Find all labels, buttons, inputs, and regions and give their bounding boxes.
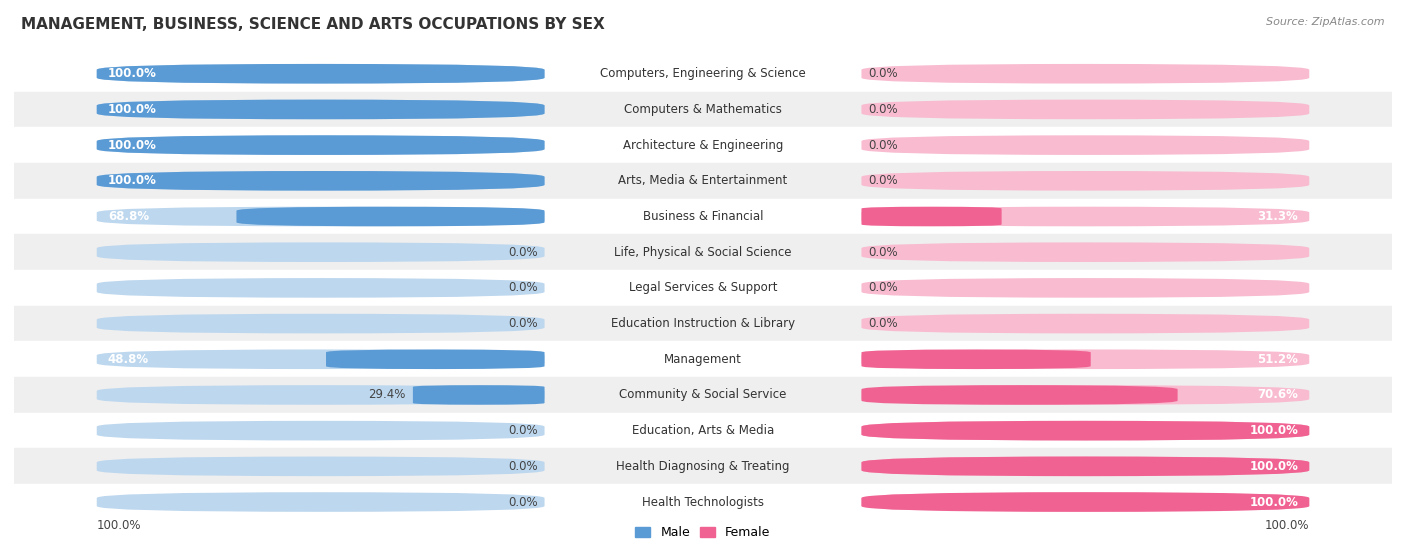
- Text: 100.0%: 100.0%: [108, 139, 156, 151]
- FancyBboxPatch shape: [97, 492, 544, 512]
- FancyBboxPatch shape: [862, 278, 1309, 298]
- FancyBboxPatch shape: [97, 243, 544, 262]
- Bar: [14, 448, 1392, 484]
- FancyBboxPatch shape: [862, 314, 1309, 333]
- Text: 0.0%: 0.0%: [508, 281, 537, 295]
- Text: 68.8%: 68.8%: [108, 210, 149, 223]
- FancyBboxPatch shape: [862, 457, 1309, 476]
- Text: Health Technologists: Health Technologists: [643, 495, 763, 509]
- Bar: [14, 377, 1392, 413]
- FancyBboxPatch shape: [862, 171, 1309, 191]
- FancyBboxPatch shape: [862, 349, 1091, 369]
- Text: 0.0%: 0.0%: [869, 67, 898, 80]
- Bar: [14, 413, 1392, 448]
- Text: 100.0%: 100.0%: [1265, 519, 1309, 532]
- FancyBboxPatch shape: [97, 100, 544, 119]
- Legend: Male, Female: Male, Female: [636, 526, 770, 539]
- Text: 100.0%: 100.0%: [108, 174, 156, 187]
- FancyBboxPatch shape: [862, 492, 1309, 512]
- Text: 31.3%: 31.3%: [1257, 210, 1298, 223]
- Text: 0.0%: 0.0%: [869, 317, 898, 330]
- FancyBboxPatch shape: [97, 349, 544, 369]
- FancyBboxPatch shape: [97, 64, 544, 83]
- FancyBboxPatch shape: [97, 64, 544, 83]
- FancyBboxPatch shape: [97, 171, 544, 191]
- Text: Business & Financial: Business & Financial: [643, 210, 763, 223]
- Text: 0.0%: 0.0%: [869, 174, 898, 187]
- Bar: [14, 198, 1392, 234]
- FancyBboxPatch shape: [97, 207, 544, 226]
- Bar: [14, 163, 1392, 198]
- FancyBboxPatch shape: [326, 349, 544, 369]
- Text: 100.0%: 100.0%: [108, 67, 156, 80]
- FancyBboxPatch shape: [862, 421, 1309, 440]
- Bar: [14, 306, 1392, 342]
- FancyBboxPatch shape: [97, 100, 544, 119]
- FancyBboxPatch shape: [862, 385, 1309, 405]
- Text: 0.0%: 0.0%: [508, 317, 537, 330]
- FancyBboxPatch shape: [862, 100, 1309, 119]
- Bar: [14, 270, 1392, 306]
- Text: Legal Services & Support: Legal Services & Support: [628, 281, 778, 295]
- FancyBboxPatch shape: [236, 207, 544, 226]
- Text: Management: Management: [664, 353, 742, 366]
- Text: 0.0%: 0.0%: [869, 246, 898, 259]
- Bar: [14, 484, 1392, 520]
- FancyBboxPatch shape: [862, 492, 1309, 512]
- FancyBboxPatch shape: [862, 349, 1309, 369]
- FancyBboxPatch shape: [862, 421, 1309, 440]
- Text: Computers & Mathematics: Computers & Mathematics: [624, 103, 782, 116]
- FancyBboxPatch shape: [862, 457, 1309, 476]
- Text: Arts, Media & Entertainment: Arts, Media & Entertainment: [619, 174, 787, 187]
- Text: Education Instruction & Library: Education Instruction & Library: [612, 317, 794, 330]
- FancyBboxPatch shape: [97, 171, 544, 191]
- Text: Life, Physical & Social Science: Life, Physical & Social Science: [614, 246, 792, 259]
- Text: 0.0%: 0.0%: [508, 460, 537, 473]
- Text: 0.0%: 0.0%: [508, 246, 537, 259]
- Text: 0.0%: 0.0%: [508, 424, 537, 437]
- Bar: [14, 56, 1392, 92]
- Text: Community & Social Service: Community & Social Service: [619, 389, 787, 401]
- Bar: [14, 127, 1392, 163]
- FancyBboxPatch shape: [97, 421, 544, 440]
- FancyBboxPatch shape: [862, 64, 1309, 83]
- FancyBboxPatch shape: [862, 207, 1309, 226]
- FancyBboxPatch shape: [97, 457, 544, 476]
- Bar: [14, 234, 1392, 270]
- Text: 0.0%: 0.0%: [869, 139, 898, 151]
- FancyBboxPatch shape: [97, 135, 544, 155]
- Bar: [14, 342, 1392, 377]
- FancyBboxPatch shape: [862, 385, 1178, 405]
- FancyBboxPatch shape: [97, 385, 544, 405]
- FancyBboxPatch shape: [862, 207, 1001, 226]
- Text: Education, Arts & Media: Education, Arts & Media: [631, 424, 775, 437]
- FancyBboxPatch shape: [97, 135, 544, 155]
- Text: MANAGEMENT, BUSINESS, SCIENCE AND ARTS OCCUPATIONS BY SEX: MANAGEMENT, BUSINESS, SCIENCE AND ARTS O…: [21, 17, 605, 32]
- Text: 100.0%: 100.0%: [1250, 460, 1298, 473]
- Text: Architecture & Engineering: Architecture & Engineering: [623, 139, 783, 151]
- Text: 70.6%: 70.6%: [1257, 389, 1298, 401]
- Text: 0.0%: 0.0%: [508, 495, 537, 509]
- Text: Health Diagnosing & Treating: Health Diagnosing & Treating: [616, 460, 790, 473]
- FancyBboxPatch shape: [862, 243, 1309, 262]
- Text: 100.0%: 100.0%: [108, 103, 156, 116]
- Text: Computers, Engineering & Science: Computers, Engineering & Science: [600, 67, 806, 80]
- Text: 0.0%: 0.0%: [869, 103, 898, 116]
- FancyBboxPatch shape: [862, 135, 1309, 155]
- FancyBboxPatch shape: [97, 278, 544, 298]
- Text: 100.0%: 100.0%: [1250, 424, 1298, 437]
- FancyBboxPatch shape: [413, 385, 544, 405]
- Text: 100.0%: 100.0%: [97, 519, 141, 532]
- Bar: [14, 92, 1392, 127]
- Text: Source: ZipAtlas.com: Source: ZipAtlas.com: [1267, 17, 1385, 27]
- Text: 0.0%: 0.0%: [869, 281, 898, 295]
- Text: 51.2%: 51.2%: [1257, 353, 1298, 366]
- Text: 100.0%: 100.0%: [1250, 495, 1298, 509]
- FancyBboxPatch shape: [97, 314, 544, 333]
- Text: 29.4%: 29.4%: [368, 389, 406, 401]
- Text: 48.8%: 48.8%: [108, 353, 149, 366]
